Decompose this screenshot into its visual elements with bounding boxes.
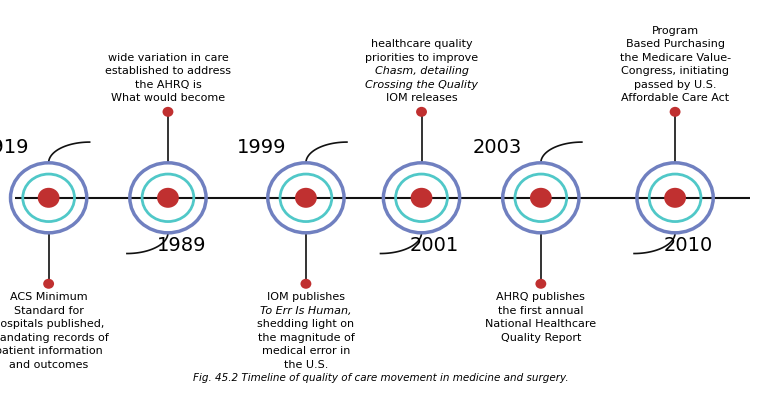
Text: Congress, initiating: Congress, initiating	[621, 66, 729, 76]
Text: IOM publishes: IOM publishes	[267, 293, 345, 302]
Text: IOM releases: IOM releases	[386, 93, 457, 103]
Text: the first annual: the first annual	[498, 306, 584, 316]
Text: Hospitals published,: Hospitals published,	[0, 319, 105, 330]
Text: wide variation in care: wide variation in care	[107, 53, 228, 63]
Text: the magnitude of: the magnitude of	[257, 333, 355, 343]
Text: What would become: What would become	[111, 93, 225, 103]
Text: 2003: 2003	[473, 139, 522, 158]
Ellipse shape	[157, 188, 179, 208]
Text: Quality Report: Quality Report	[501, 333, 581, 343]
Text: and outcomes: and outcomes	[9, 360, 88, 370]
Text: 2001: 2001	[410, 236, 460, 256]
Ellipse shape	[163, 107, 174, 117]
Text: Fig. 45.2 Timeline of quality of care movement in medicine and surgery.: Fig. 45.2 Timeline of quality of care mo…	[193, 373, 568, 383]
Text: the U.S.: the U.S.	[284, 360, 328, 370]
Text: Based Purchasing: Based Purchasing	[626, 39, 724, 49]
Text: ACS Minimum: ACS Minimum	[10, 293, 88, 302]
Ellipse shape	[38, 188, 59, 208]
Ellipse shape	[301, 279, 311, 289]
Text: Crossing the Quality: Crossing the Quality	[365, 80, 478, 90]
Text: Standard for: Standard for	[14, 306, 84, 316]
Ellipse shape	[536, 279, 546, 289]
Text: the AHRQ is: the AHRQ is	[135, 80, 202, 90]
Text: the Medicare Value-: the Medicare Value-	[619, 53, 731, 63]
Text: established to address: established to address	[105, 66, 231, 76]
Ellipse shape	[670, 107, 680, 117]
Text: mandating records of: mandating records of	[0, 333, 109, 343]
Ellipse shape	[664, 188, 686, 208]
Text: shedding light on: shedding light on	[257, 319, 355, 330]
Text: healthcare quality: healthcare quality	[371, 39, 473, 49]
Ellipse shape	[530, 188, 552, 208]
Ellipse shape	[416, 107, 427, 117]
Ellipse shape	[43, 279, 54, 289]
Text: Program: Program	[651, 26, 699, 36]
Text: patient information: patient information	[0, 346, 103, 356]
Ellipse shape	[411, 188, 432, 208]
Text: priorities to improve: priorities to improve	[365, 53, 478, 63]
Text: Chasm, detailing: Chasm, detailing	[374, 66, 469, 76]
Text: Affordable Care Act: Affordable Care Act	[621, 93, 729, 103]
Text: passed by U.S.: passed by U.S.	[634, 80, 716, 90]
Text: 1999: 1999	[237, 139, 287, 158]
Text: 2010: 2010	[664, 236, 713, 256]
Ellipse shape	[295, 188, 317, 208]
Text: 1989: 1989	[157, 236, 206, 256]
Text: AHRQ publishes: AHRQ publishes	[496, 293, 585, 302]
Text: To Err Is Human,: To Err Is Human,	[260, 306, 352, 316]
Text: 1919: 1919	[0, 139, 30, 158]
Text: medical error in: medical error in	[262, 346, 350, 356]
Text: National Healthcare: National Healthcare	[486, 319, 597, 330]
